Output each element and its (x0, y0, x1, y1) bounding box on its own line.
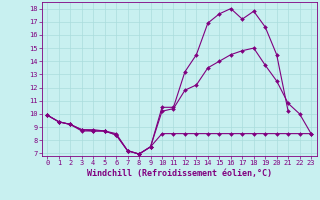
X-axis label: Windchill (Refroidissement éolien,°C): Windchill (Refroidissement éolien,°C) (87, 169, 272, 178)
